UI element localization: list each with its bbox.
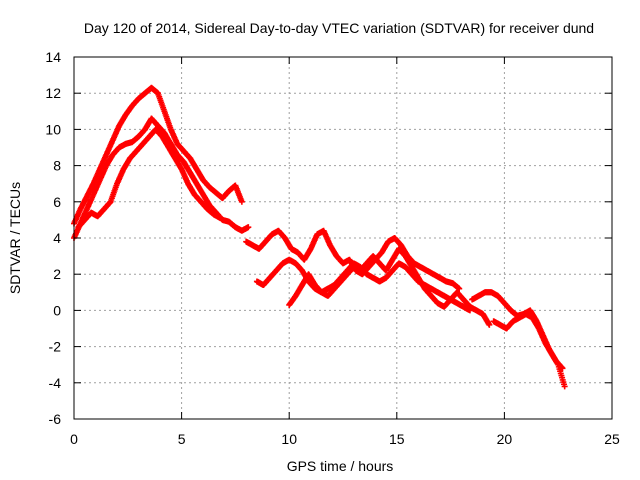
x-tick-label: 20 — [497, 431, 513, 447]
y-tick-label: 6 — [53, 194, 61, 210]
data-point — [238, 198, 245, 205]
data-point — [245, 224, 252, 231]
y-tick-label: 0 — [53, 302, 61, 318]
chart-title: Day 120 of 2014, Sidereal Day-to-day VTE… — [84, 20, 594, 36]
axis-ticks: 0 5 10 15 20 25 -6 -4 -2 0 2 4 6 8 10 12 14 — [45, 49, 620, 447]
x-tick-label: 0 — [70, 431, 78, 447]
data-point — [561, 383, 568, 390]
x-tick-label: 25 — [604, 431, 620, 447]
data-markers — [71, 84, 568, 390]
x-tick-label: 5 — [178, 431, 186, 447]
y-tick-label: -2 — [49, 339, 62, 355]
y-tick-label: 2 — [53, 266, 61, 282]
y-axis-label: SDTVAR / TECUs — [7, 182, 23, 294]
y-tick-label: 14 — [45, 49, 61, 65]
y-tick-label: 8 — [53, 158, 61, 174]
y-tick-label: 4 — [53, 230, 61, 246]
y-tick-label: -6 — [49, 411, 62, 427]
y-tick-label: -4 — [49, 375, 62, 391]
x-axis-label: GPS time / hours — [287, 458, 394, 474]
y-tick-label: 12 — [45, 85, 61, 101]
x-tick-label: 10 — [281, 431, 297, 447]
data-point — [486, 321, 493, 328]
data-point — [217, 215, 224, 222]
x-tick-label: 15 — [389, 431, 405, 447]
data-point — [456, 285, 463, 292]
y-tick-label: 10 — [45, 121, 61, 137]
